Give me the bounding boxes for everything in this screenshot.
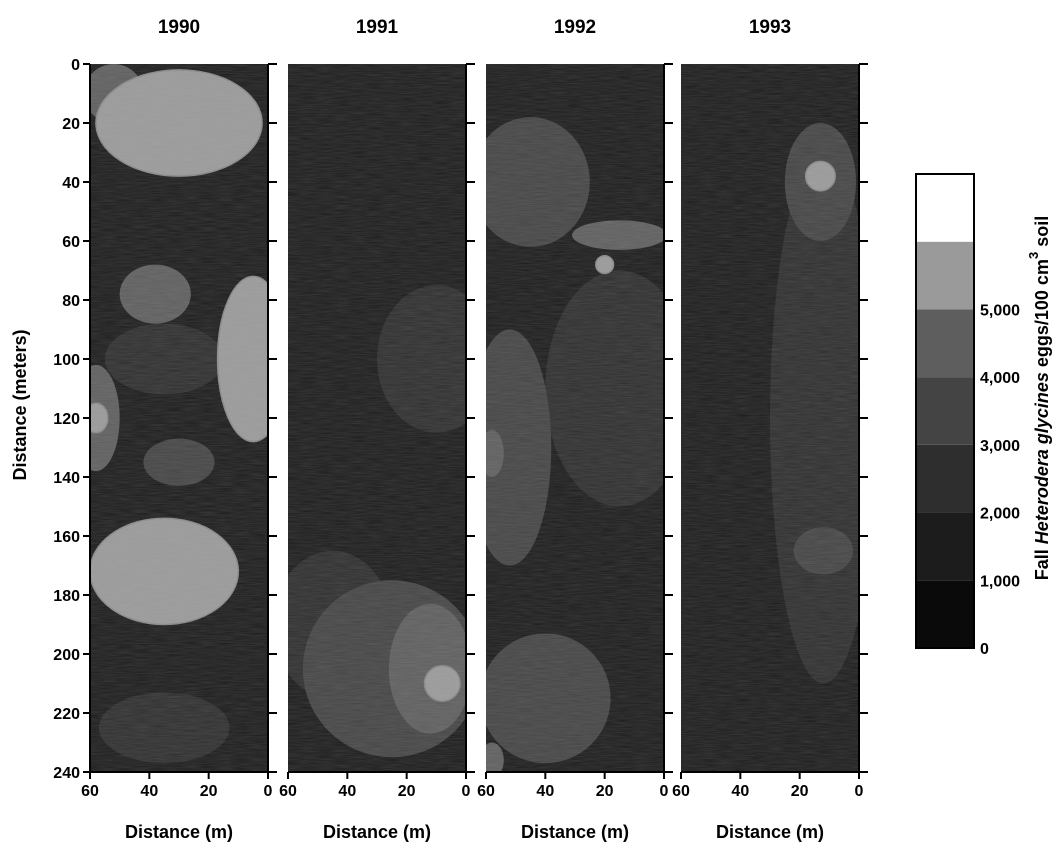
x-tick-label: 40 [731, 783, 749, 800]
colorbar-title-end: soil [1032, 216, 1052, 252]
panel-1993: 1993 60 40 20 0 Distance (m) [672, 17, 868, 842]
y-tick-label: 220 [53, 706, 80, 723]
y-tick-label: 180 [53, 588, 80, 605]
y-tick-label: 100 [53, 352, 80, 369]
x-tick-label: 40 [140, 783, 158, 800]
colorbar-title-suffix: eggs/100 cm [1032, 259, 1052, 372]
colorbar-title-italic: Heterodera glycines [1032, 372, 1052, 544]
x-axis-label: Distance (m) [125, 822, 233, 842]
x-tick-label: 60 [477, 783, 495, 800]
panel-title: 1992 [554, 17, 596, 38]
x-tick-label: 20 [200, 783, 218, 800]
y-tick-label: 0 [71, 57, 80, 74]
colorbar-tick-label: 4,000 [980, 370, 1020, 387]
y-tick-label: 40 [62, 175, 80, 192]
x-tick-label: 0 [855, 783, 864, 800]
colorbar-segment [916, 580, 974, 648]
panel-title: 1991 [356, 17, 399, 38]
colorbar-segment [916, 241, 974, 310]
panel-title: 1990 [158, 17, 200, 38]
colorbar: 0 1,000 2,000 3,000 4,000 5,000 [915, 173, 1020, 658]
colorbar-tick-label: 2,000 [980, 506, 1020, 523]
x-axis-label: Distance (m) [521, 822, 629, 842]
y-tick-label: 20 [62, 116, 80, 133]
y-tick-label: 80 [62, 293, 80, 310]
y-tick-label: 60 [62, 234, 80, 251]
panel-field [288, 64, 466, 772]
x-tick-label: 0 [264, 783, 273, 800]
texture-overlay [288, 64, 466, 772]
panel-field [681, 64, 859, 772]
x-tick-label: 0 [660, 783, 669, 800]
colorbar-segment [916, 174, 974, 242]
panel-1991: 1991 60 40 20 0 Distance (m) [279, 17, 475, 842]
x-axis-label: Distance (m) [323, 822, 431, 842]
x-tick-label: 20 [596, 783, 614, 800]
x-tick-label: 60 [672, 783, 690, 800]
y-tick-label: 120 [53, 411, 80, 428]
colorbar-segment [916, 512, 974, 581]
x-tick-label: 40 [536, 783, 554, 800]
y-axis-label: Distance (meters) [10, 329, 30, 480]
texture-overlay [486, 64, 664, 772]
colorbar-tick-label: 1,000 [980, 573, 1020, 590]
y-tick-label: 240 [53, 765, 80, 782]
colorbar-segment [916, 444, 974, 513]
panels: 1990 60 40 20 0 Distance (m) 1991 60 40 20 0 Distan… [81, 17, 868, 842]
colorbar-frame [915, 173, 975, 649]
colorbar-segment [916, 377, 974, 445]
panel-title: 1993 [749, 17, 791, 38]
x-tick-label: 60 [81, 783, 99, 800]
x-axis-label: Distance (m) [716, 822, 824, 842]
y-tick-label: 160 [53, 529, 80, 546]
panel-1990: 1990 60 40 20 0 Distance (m) [81, 17, 277, 842]
panel-field [486, 64, 664, 772]
colorbar-tick-label: 3,000 [980, 438, 1020, 455]
colorbar-title-prefix: Fall [1032, 544, 1052, 580]
colorbar-title-superscript: 3 [1026, 252, 1041, 259]
panel-field [90, 64, 268, 772]
y-tick-label: 140 [53, 470, 80, 487]
x-tick-label: 40 [338, 783, 356, 800]
colorbar-title: Fall Heterodera glycines eggs/100 cm3 so… [1026, 216, 1052, 580]
x-tick-label: 20 [398, 783, 416, 800]
colorbar-tick-label: 5,000 [980, 302, 1020, 319]
x-tick-label: 20 [791, 783, 809, 800]
texture-overlay [681, 64, 859, 772]
colorbar-tick-label: 0 [980, 641, 989, 658]
texture-overlay [90, 64, 268, 772]
y-axis: Distance (meters) 0 20 40 60 80 100 120 140 160 1… [10, 57, 90, 782]
x-tick-label: 60 [279, 783, 297, 800]
y-tick-label: 200 [53, 647, 80, 664]
panel-1992: 1992 60 40 20 0 Distance (m) [477, 17, 673, 842]
x-tick-label: 0 [462, 783, 471, 800]
colorbar-segment [916, 309, 974, 378]
